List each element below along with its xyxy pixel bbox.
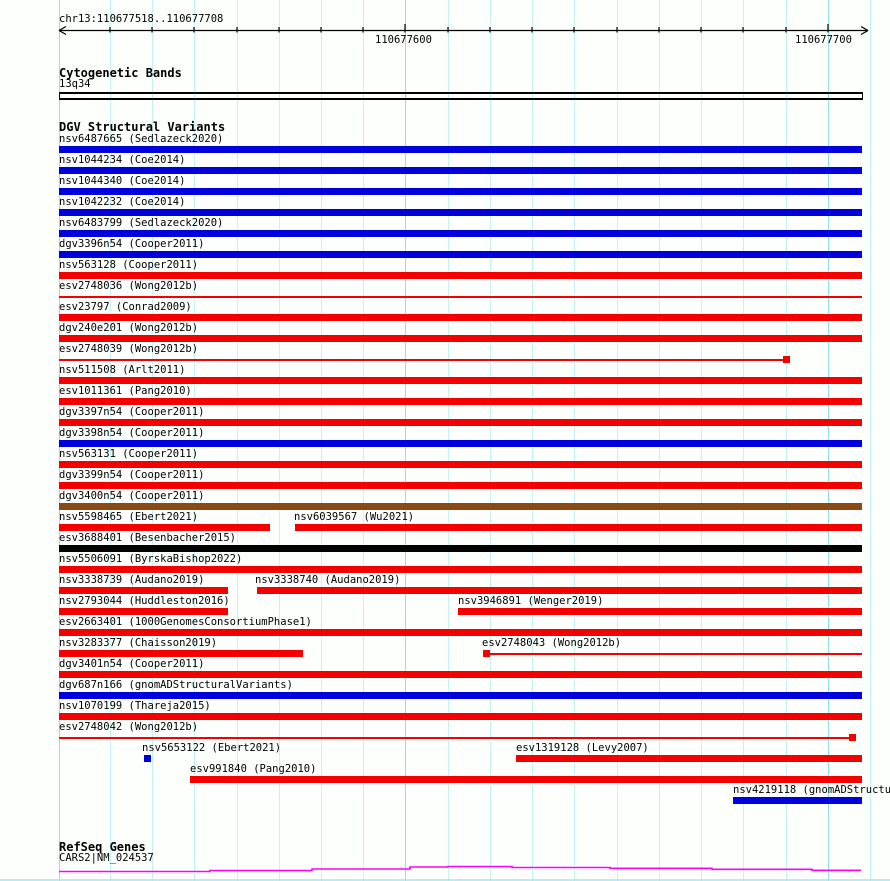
cytoband-label: 13q34 (59, 78, 91, 90)
variant-label-dgv3397n54[interactable]: dgv3397n54 (Cooper2011) (59, 406, 205, 418)
variant-glyph-esv1319128[interactable] (516, 755, 862, 762)
variant-label-dgv3399n54[interactable]: dgv3399n54 (Cooper2011) (59, 469, 205, 481)
variant-label-dgv3400n54[interactable]: dgv3400n54 (Cooper2011) (59, 490, 205, 502)
variant-glyph-esv2748039[interactable] (783, 356, 790, 363)
variant-label-nsv6483799[interactable]: nsv6483799 (Sedlazeck2020) (59, 217, 224, 229)
variant-glyph-nsv5598465[interactable] (59, 524, 270, 531)
variant-label-nsv6039567[interactable]: nsv6039567 (Wu2021) (294, 511, 415, 523)
variant-label-esv1011361[interactable]: esv1011361 (Pang2010) (59, 385, 192, 397)
variant-label-nsv3338740[interactable]: nsv3338740 (Audano2019) (255, 574, 401, 586)
variant-label-esv991840[interactable]: esv991840 (Pang2010) (190, 763, 317, 775)
variant-glyph-nsv6039567[interactable] (295, 524, 862, 531)
variant-label-nsv563128[interactable]: nsv563128 (Cooper2011) (59, 259, 199, 271)
variant-label-nsv1070199[interactable]: nsv1070199 (Thareja2015) (59, 700, 211, 712)
variant-glyph-esv3688401[interactable] (59, 545, 862, 552)
variant-label-nsv2793044[interactable]: nsv2793044 (Huddleston2016) (59, 595, 230, 607)
variant-glyph-nsv563131[interactable] (59, 461, 862, 468)
cytobands-section-title: Cytogenetic Bands (59, 66, 182, 80)
variant-label-nsv5506091[interactable]: nsv5506091 (ByrskaBishop2022) (59, 553, 243, 565)
variant-glyph-nsv511508[interactable] (59, 377, 862, 384)
variant-glyph-nsv3338739[interactable] (59, 587, 228, 594)
variant-glyph-dgv3401n54[interactable] (59, 671, 862, 678)
variant-label-nsv563131[interactable]: nsv563131 (Cooper2011) (59, 448, 199, 460)
variant-glyph-nsv1044234[interactable] (59, 167, 862, 174)
variant-glyph-nsv3338740[interactable] (257, 587, 862, 594)
variant-glyph-nsv5653122[interactable] (144, 755, 151, 762)
variant-glyph-esv1011361[interactable] (59, 398, 862, 405)
variant-glyph-dgv687n166[interactable] (59, 692, 862, 699)
variant-label-nsv3338739[interactable]: nsv3338739 (Audano2019) (59, 574, 205, 586)
variant-label-esv2748043[interactable]: esv2748043 (Wong2012b) (482, 637, 622, 649)
variant-glyph-esv991840[interactable] (190, 776, 862, 783)
variant-glyph-nsv1070199[interactable] (59, 713, 862, 720)
variant-label-dgv3396n54[interactable]: dgv3396n54 (Cooper2011) (59, 238, 205, 250)
variant-label-nsv6487665[interactable]: nsv6487665 (Sedlazeck2020) (59, 133, 224, 145)
variant-label-nsv5598465[interactable]: nsv5598465 (Ebert2021) (59, 511, 199, 523)
variant-label-esv23797[interactable]: esv23797 (Conrad2009) (59, 301, 192, 313)
variant-label-nsv3283377[interactable]: nsv3283377 (Chaisson2019) (59, 637, 218, 649)
variant-glyph-dgv3399n54[interactable] (59, 482, 862, 489)
variant-label-nsv1042232[interactable]: nsv1042232 (Coe2014) (59, 196, 186, 208)
variant-glyph-esv2748039[interactable] (59, 358, 784, 361)
variant-glyph-esv2748043[interactable] (488, 652, 862, 655)
variant-label-esv2748042[interactable]: esv2748042 (Wong2012b) (59, 721, 199, 733)
variant-glyph-nsv5506091[interactable] (59, 566, 862, 573)
refseq-section-title: RefSeq Genes (59, 840, 146, 854)
variant-glyph-nsv563128[interactable] (59, 272, 862, 279)
variant-glyph-esv23797[interactable] (59, 314, 862, 321)
variant-glyph-dgv240e201[interactable] (59, 335, 862, 342)
variant-label-nsv511508[interactable]: nsv511508 (Arlt2011) (59, 364, 186, 376)
variant-label-esv2663401[interactable]: esv2663401 (1000GenomesConsortiumPhase1) (59, 616, 312, 628)
variant-glyph-nsv3283377[interactable] (59, 650, 303, 657)
gridline (870, 0, 871, 881)
refseq-gene-label: CARS2|NM_024537 (59, 852, 154, 864)
variant-label-dgv687n166[interactable]: dgv687n166 (gnomADStructuralVariants) (59, 679, 293, 691)
variant-label-nsv5653122[interactable]: nsv5653122 (Ebert2021) (142, 742, 282, 754)
variant-glyph-nsv4219118[interactable] (733, 797, 862, 804)
variant-glyph-dgv3397n54[interactable] (59, 419, 862, 426)
region-title: chr13:110677518..110677708 (59, 13, 224, 25)
variant-label-dgv3401n54[interactable]: dgv3401n54 (Cooper2011) (59, 658, 205, 670)
variant-label-nsv1044340[interactable]: nsv1044340 (Coe2014) (59, 175, 186, 187)
cytoband-bar[interactable] (59, 92, 863, 100)
dgv-section-title: DGV Structural Variants (59, 120, 226, 134)
coordinate-ruler[interactable] (58, 24, 869, 36)
variant-glyph-dgv3398n54[interactable] (59, 440, 862, 447)
variant-label-nsv3946891[interactable]: nsv3946891 (Wenger2019) (458, 595, 604, 607)
refseq-gene-line[interactable] (59, 865, 861, 873)
variant-glyph-dgv3400n54[interactable] (59, 503, 862, 510)
variant-glyph-nsv1044340[interactable] (59, 188, 862, 195)
variant-glyph-nsv6487665[interactable] (59, 146, 862, 153)
ruler-coordinate-label: 110677700 (795, 34, 852, 46)
variant-glyph-nsv3946891[interactable] (458, 608, 862, 615)
variant-glyph-esv2663401[interactable] (59, 629, 862, 636)
variant-glyph-esv2748043[interactable] (483, 650, 490, 657)
variant-label-esv2748039[interactable]: esv2748039 (Wong2012b) (59, 343, 199, 355)
variant-glyph-nsv2793044[interactable] (59, 608, 228, 615)
variant-label-esv1319128[interactable]: esv1319128 (Levy2007) (516, 742, 649, 754)
variant-label-dgv3398n54[interactable]: dgv3398n54 (Cooper2011) (59, 427, 205, 439)
ruler-coordinate-label: 110677600 (375, 34, 432, 46)
variant-glyph-esv2748042[interactable] (849, 734, 856, 741)
variant-label-dgv240e201[interactable]: dgv240e201 (Wong2012b) (59, 322, 199, 334)
variant-label-nsv1044234[interactable]: nsv1044234 (Coe2014) (59, 154, 186, 166)
variant-glyph-esv2748042[interactable] (59, 736, 851, 739)
variant-label-esv2748036[interactable]: esv2748036 (Wong2012b) (59, 280, 199, 292)
variant-glyph-esv2748036[interactable] (59, 295, 862, 298)
variant-glyph-nsv1042232[interactable] (59, 209, 862, 216)
variant-label-nsv4219118[interactable]: nsv4219118 (gnomADStructur (733, 784, 890, 796)
variant-glyph-dgv3396n54[interactable] (59, 251, 862, 258)
variant-label-esv3688401[interactable]: esv3688401 (Besenbacher2015) (59, 532, 237, 544)
variant-glyph-nsv6483799[interactable] (59, 230, 862, 237)
